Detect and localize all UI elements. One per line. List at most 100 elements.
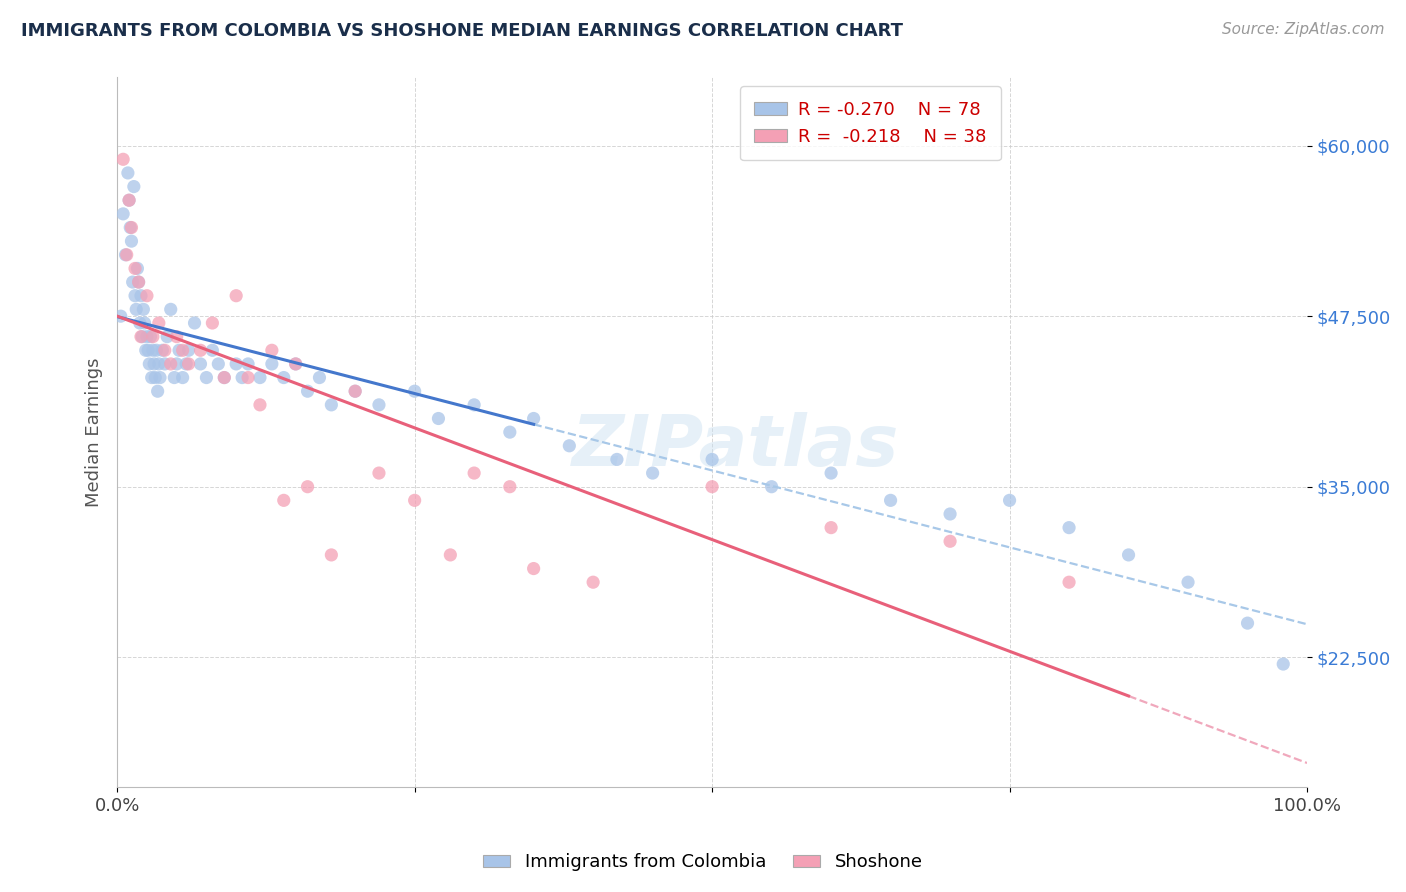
Point — [368, 398, 391, 412]
Point — [128, 275, 150, 289]
Point — [122, 179, 145, 194]
Point — [273, 370, 295, 384]
Point — [297, 480, 319, 494]
Point — [344, 384, 367, 399]
Point — [297, 384, 319, 399]
Point — [1057, 521, 1080, 535]
Point — [582, 575, 605, 590]
Point — [499, 480, 522, 494]
Point — [177, 357, 200, 371]
Point — [820, 521, 842, 535]
Point — [404, 493, 426, 508]
Point — [190, 357, 212, 371]
Point — [998, 493, 1021, 508]
Point — [118, 193, 141, 207]
Point — [1272, 657, 1295, 671]
Point — [159, 302, 181, 317]
Point — [152, 343, 174, 358]
Point — [124, 289, 146, 303]
Point — [121, 275, 143, 289]
Point — [939, 534, 962, 549]
Point — [163, 370, 186, 384]
Point — [112, 207, 135, 221]
Point — [463, 398, 485, 412]
Text: IMMIGRANTS FROM COLOMBIA VS SHOSHONE MEDIAN EARNINGS CORRELATION CHART: IMMIGRANTS FROM COLOMBIA VS SHOSHONE MED… — [21, 22, 903, 40]
Point — [236, 357, 259, 371]
Point — [183, 316, 205, 330]
Point — [260, 343, 283, 358]
Point — [121, 234, 143, 248]
Point — [249, 370, 271, 384]
Point — [136, 343, 159, 358]
Point — [125, 302, 148, 317]
Point — [143, 357, 166, 371]
Point — [1177, 575, 1199, 590]
Point — [641, 466, 664, 480]
Point — [172, 370, 194, 384]
Point — [166, 329, 188, 343]
Point — [138, 357, 160, 371]
Point — [129, 289, 152, 303]
Point — [112, 153, 135, 167]
Point — [117, 166, 139, 180]
Point — [214, 370, 236, 384]
Point — [142, 329, 165, 343]
Point — [156, 329, 179, 343]
Point — [523, 411, 546, 425]
Point — [523, 561, 546, 575]
Point — [368, 466, 391, 480]
Point — [308, 370, 330, 384]
Point — [143, 370, 166, 384]
Point — [114, 248, 136, 262]
Point — [167, 343, 190, 358]
Point — [284, 357, 307, 371]
Point — [879, 493, 901, 508]
Point — [166, 357, 188, 371]
Point — [149, 370, 172, 384]
Point — [427, 411, 450, 425]
Point — [321, 548, 343, 562]
Point — [128, 275, 150, 289]
Point — [225, 289, 247, 303]
Point — [195, 370, 218, 384]
Point — [190, 343, 212, 358]
Point — [558, 439, 581, 453]
Point — [120, 220, 142, 235]
Point — [159, 357, 181, 371]
Point — [225, 357, 247, 371]
Point — [132, 302, 155, 317]
Point — [148, 316, 170, 330]
Text: Source: ZipAtlas.com: Source: ZipAtlas.com — [1222, 22, 1385, 37]
Point — [700, 480, 723, 494]
Point — [129, 329, 152, 343]
Point — [115, 248, 138, 262]
Point — [249, 398, 271, 412]
Point — [321, 398, 343, 412]
Point — [463, 466, 485, 480]
Point — [214, 370, 236, 384]
Point — [284, 357, 307, 371]
Point — [142, 343, 165, 358]
Point — [110, 309, 132, 323]
Point — [135, 343, 157, 358]
Point — [1057, 575, 1080, 590]
Point — [236, 370, 259, 384]
Point — [121, 220, 143, 235]
Point — [124, 261, 146, 276]
Legend: Immigrants from Colombia, Shoshone: Immigrants from Colombia, Shoshone — [477, 847, 929, 879]
Point — [146, 384, 169, 399]
Point — [174, 357, 197, 371]
Point — [118, 193, 141, 207]
Point — [177, 343, 200, 358]
Point — [136, 329, 159, 343]
Point — [761, 480, 783, 494]
Point — [700, 452, 723, 467]
Point — [139, 329, 162, 343]
Point — [127, 261, 149, 276]
Point — [439, 548, 461, 562]
Point — [145, 343, 167, 358]
Point — [260, 357, 283, 371]
Point — [128, 316, 150, 330]
Point — [136, 289, 159, 303]
Text: ZIPatlas: ZIPatlas — [572, 412, 900, 481]
